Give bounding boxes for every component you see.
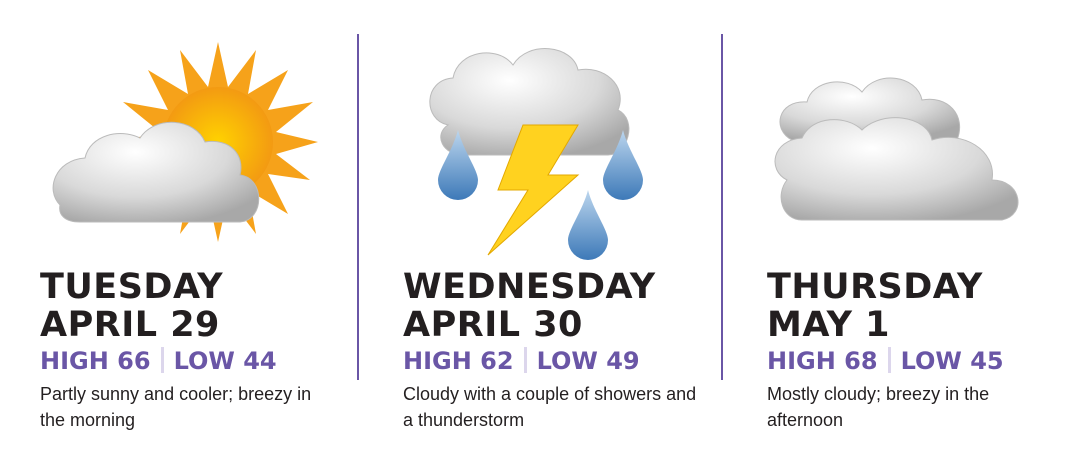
forecast-description: Cloudy with a couple of showers and a th…	[403, 384, 697, 430]
day-name: WEDNESDAY	[403, 267, 656, 307]
day-name: THURSDAY	[767, 267, 983, 307]
temperature-range: HIGH 62 LOW 49	[403, 347, 640, 375]
day-date: MAY 1	[767, 305, 890, 345]
divider	[523, 347, 527, 373]
low-temp: LOW 45	[900, 347, 1004, 375]
divider	[160, 347, 164, 373]
low-temp: LOW 49	[536, 347, 640, 375]
column-divider	[357, 34, 359, 380]
forecast-description: Mostly cloudy; breezy in the afternoon	[767, 384, 990, 430]
temperature-range: HIGH 66 LOW 44	[40, 347, 277, 375]
forecast-day-wednesday: WEDNESDAY APRIL 30 HIGH 62 LOW 49 Cloudy w…	[403, 0, 733, 459]
day-name: TUESDAY	[40, 267, 224, 307]
thunderstorm-icon	[429, 48, 643, 260]
high-temp: HIGH 62	[403, 347, 514, 375]
forecast-description: Partly sunny and cooler; breezy in the m…	[40, 384, 312, 430]
column-divider	[721, 34, 723, 380]
day-title: WEDNESDAY APRIL 30	[403, 268, 656, 344]
day-date: APRIL 29	[40, 305, 220, 345]
day-title: THURSDAY MAY 1	[767, 268, 983, 344]
partly-sunny-icon	[52, 42, 318, 242]
day-title: TUESDAY APRIL 29	[40, 268, 223, 344]
high-temp: HIGH 68	[767, 347, 878, 375]
divider	[887, 347, 891, 373]
day-date: APRIL 30	[403, 305, 583, 345]
cloudy-icon	[774, 77, 1019, 221]
forecast-day-tuesday: TUESDAY APRIL 29 HIGH 66 LOW 44 Partly sun…	[40, 0, 370, 459]
high-temp: HIGH 66	[40, 347, 151, 375]
temperature-range: HIGH 68 LOW 45	[767, 347, 1004, 375]
low-temp: LOW 44	[173, 347, 277, 375]
forecast-day-thursday: THURSDAY MAY 1 HIGH 68 LOW 45 Mostly cloud…	[767, 0, 1080, 459]
